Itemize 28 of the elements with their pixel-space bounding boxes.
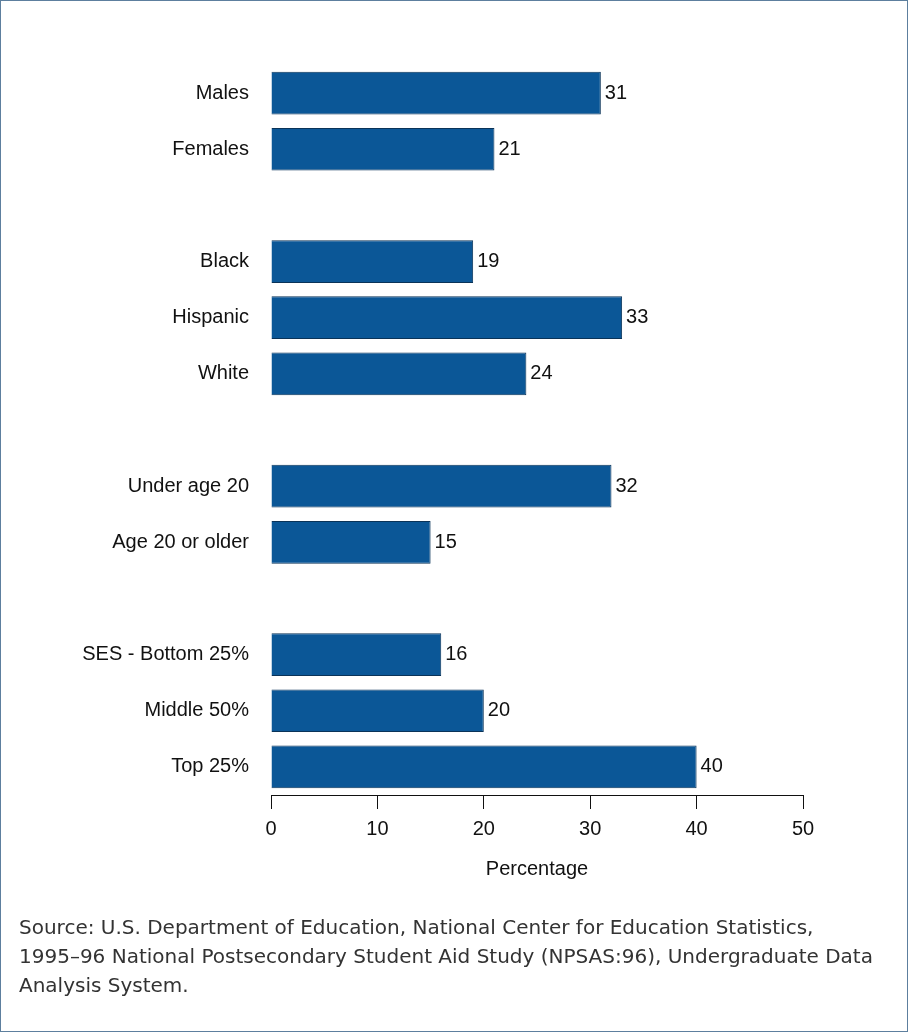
data-label: 20 xyxy=(487,698,511,721)
data-label: 24 xyxy=(530,361,553,384)
y-tick-label: Females xyxy=(172,136,249,159)
y-tick-label: Males xyxy=(195,80,249,103)
data-label: 40 xyxy=(700,754,723,777)
x-axis-title: Percentage xyxy=(485,856,589,879)
y-tick-label: Top 25% xyxy=(171,754,250,777)
y-tick-label: SES - Bottom 25% xyxy=(82,642,250,665)
y-tick-label: Black xyxy=(200,249,250,272)
x-tick-label: 40 xyxy=(685,816,708,839)
x-tick-label: 20 xyxy=(472,816,495,839)
data-label: 32 xyxy=(615,473,638,496)
y-tick-label: Hispanic xyxy=(172,305,249,328)
y-tick-label: Age 20 or older xyxy=(112,529,250,552)
source-note: Source: U.S. Department of Education, National Center for Education Statistics, 1995–96 National Postsecondary Student Aid Study (NPSAS:96), Undergraduate Data Analysis System. xyxy=(19,914,874,999)
data-label: 21 xyxy=(498,136,521,159)
data-label: 15 xyxy=(434,529,457,552)
y-tick-label: White xyxy=(197,361,249,384)
x-tick-label: 30 xyxy=(579,816,602,839)
data-label: 31 xyxy=(604,80,628,103)
x-tick-label: 0 xyxy=(265,816,277,839)
x-tick-label: 10 xyxy=(366,816,389,839)
data-label: 33 xyxy=(626,305,649,328)
y-tick-label: Middle 50% xyxy=(144,698,250,721)
x-tick-label: 50 xyxy=(791,816,815,839)
data-label: 16 xyxy=(445,642,468,665)
y-tick-label: Under age 20 xyxy=(127,473,249,496)
data-label: 19 xyxy=(477,249,500,272)
